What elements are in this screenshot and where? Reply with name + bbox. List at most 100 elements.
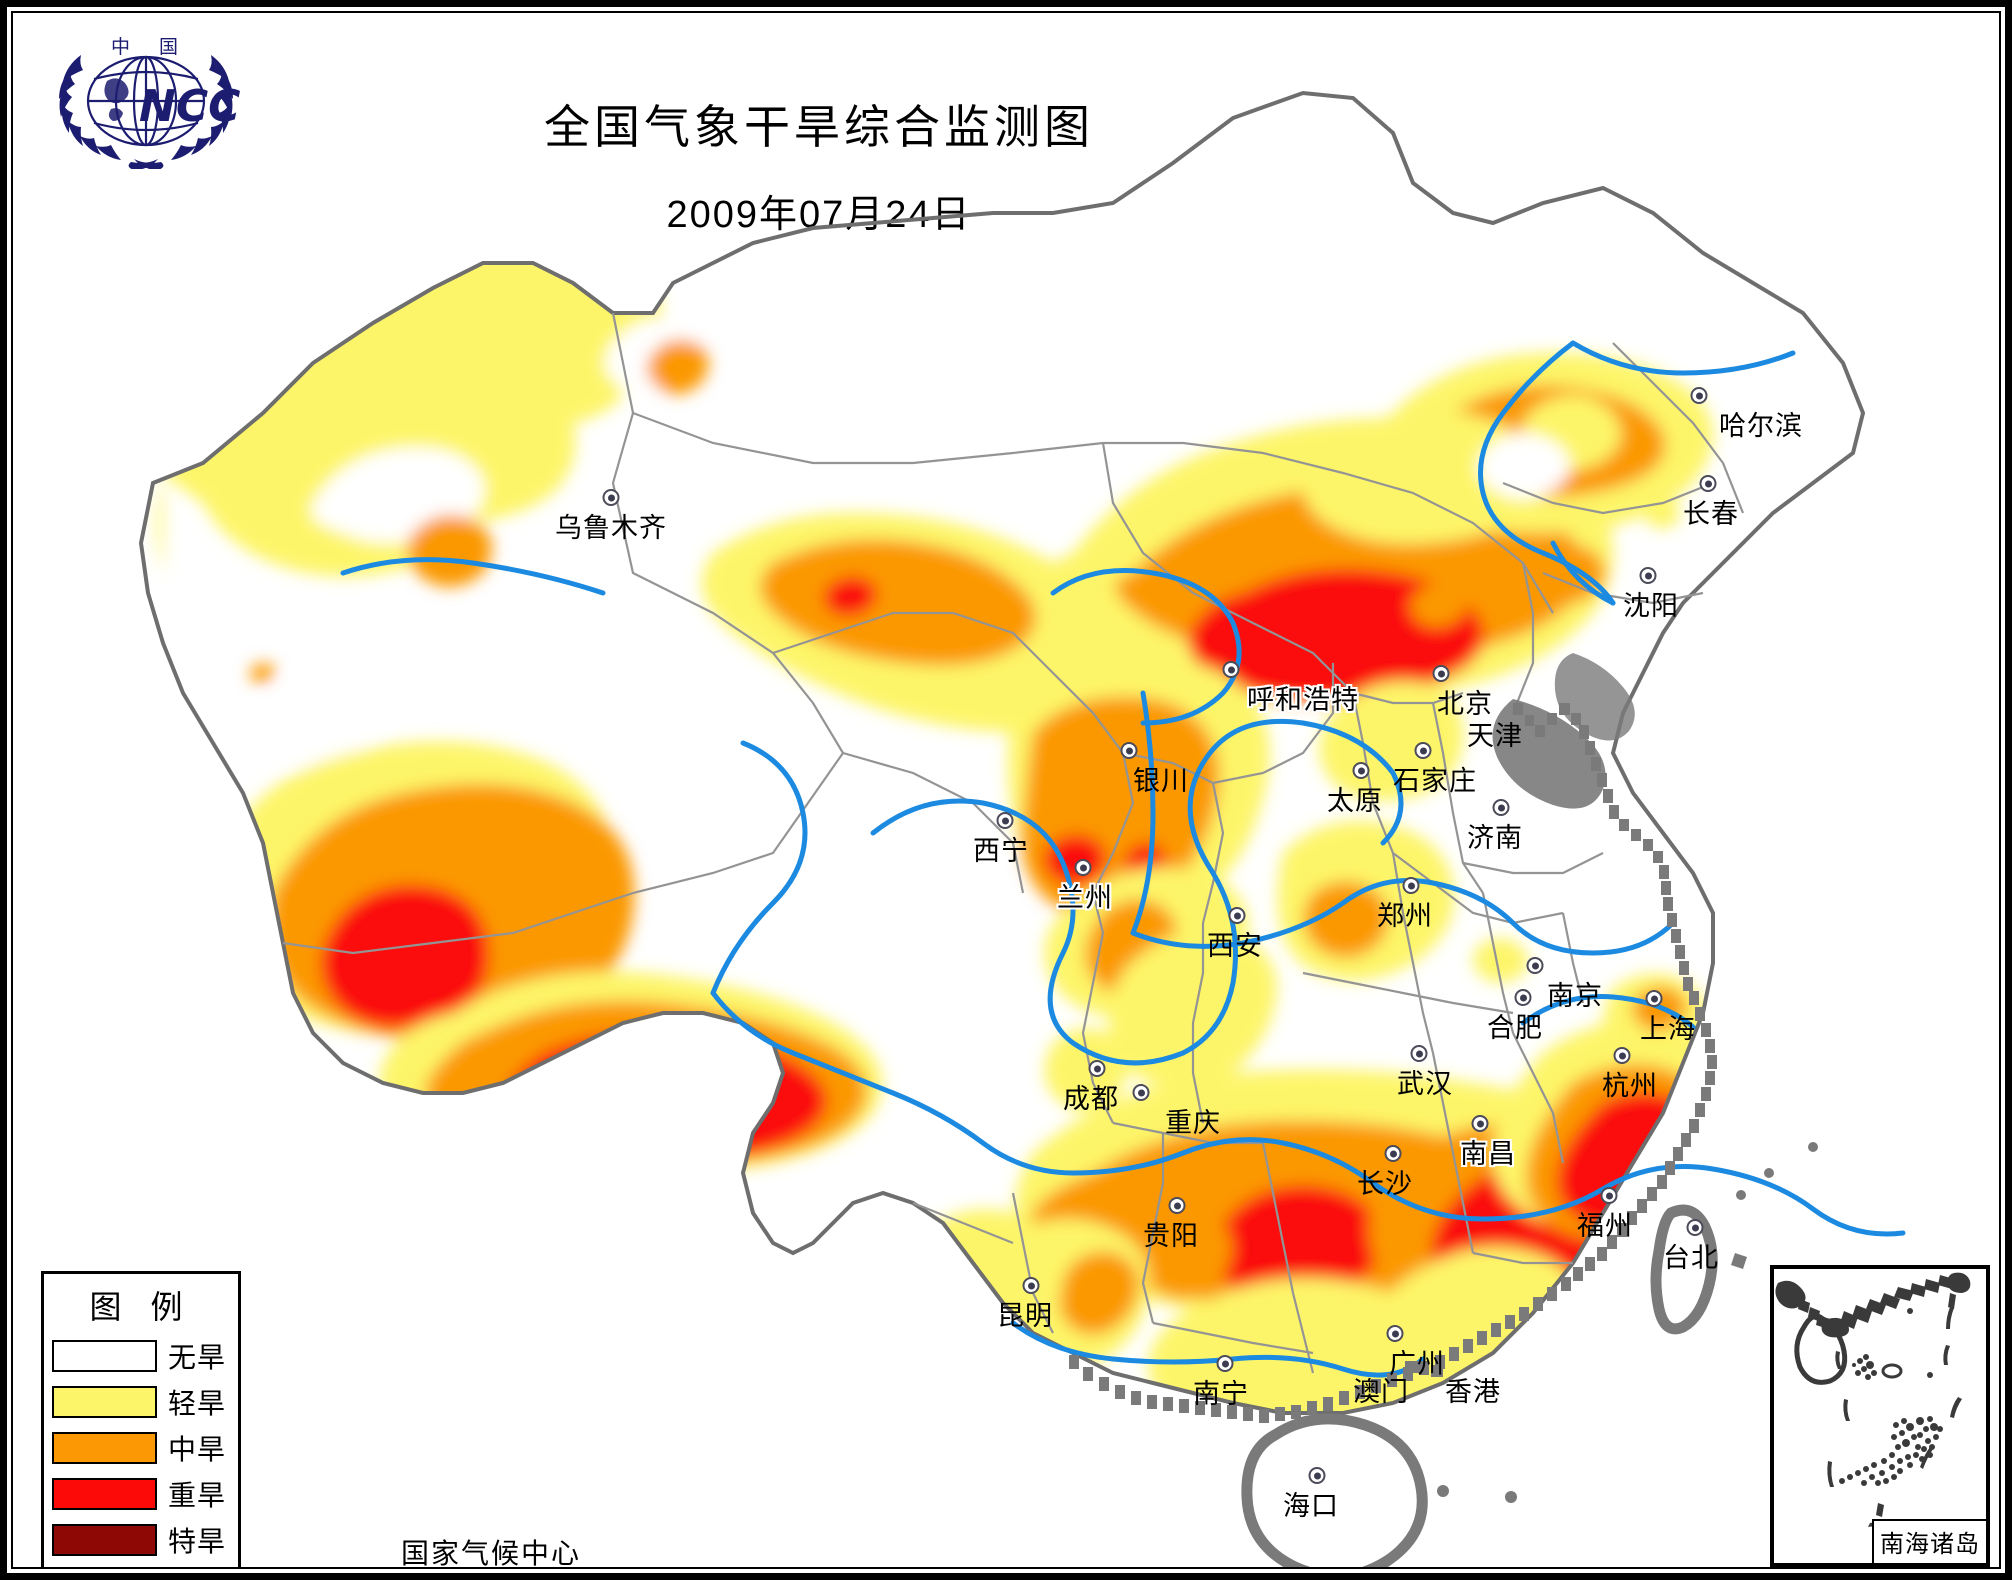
svg-text:NCC: NCC — [139, 81, 240, 132]
city-label-福州: 福州 — [1577, 1187, 1633, 1241]
city-label-台北: 台北 — [1663, 1219, 1719, 1273]
city-label-北京: 北京 — [1432, 665, 1493, 719]
city-label-武汉: 武汉 — [1397, 1045, 1453, 1099]
city-name: 上海 — [1640, 1014, 1696, 1044]
legend-label: 轻旱 — [167, 1388, 226, 1419]
legend-row: 中旱 — [52, 1428, 230, 1468]
city-marker-icon — [1386, 1325, 1404, 1342]
city-label-南宁: 南宁 — [1193, 1355, 1249, 1408]
city-marker-icon — [1639, 567, 1657, 584]
city-label-兰州: 兰州 — [1057, 859, 1113, 913]
city-label-昆明: 昆明 — [997, 1277, 1053, 1331]
city-marker-icon — [602, 489, 620, 506]
legend-label: 无旱 — [167, 1342, 226, 1373]
city-name: 兰州 — [1057, 883, 1113, 913]
city-marker-icon — [1222, 661, 1240, 678]
city-label-西宁: 西宁 — [973, 812, 1029, 865]
legend-label: 重旱 — [167, 1480, 226, 1511]
city-label-郑州: 郑州 — [1377, 877, 1433, 930]
legend-title: 图 例 — [89, 1289, 193, 1325]
city-name: 福州 — [1577, 1211, 1633, 1241]
legend-row: 重旱 — [52, 1474, 230, 1514]
city-name: 合肥 — [1487, 1013, 1543, 1043]
city-name: 成都 — [1063, 1084, 1119, 1114]
city-marker-icon — [1613, 1047, 1631, 1064]
city-label-银川: 银川 — [1120, 742, 1189, 796]
city-label-乌鲁木齐: 乌鲁木齐 — [555, 489, 667, 543]
city-label-重庆: 重庆 — [1132, 1084, 1221, 1138]
legend-label: 特旱 — [167, 1526, 226, 1557]
city-name: 北京 — [1437, 689, 1493, 719]
city-marker-icon — [1168, 1197, 1186, 1214]
city-name: 哈尔滨 — [1719, 411, 1803, 441]
city-marker-icon — [1088, 1060, 1106, 1077]
city-marker-icon — [1414, 742, 1432, 759]
china-drought-map — [13, 13, 1999, 1567]
city-marker-icon — [1308, 1467, 1326, 1484]
city-name: 重庆 — [1165, 1108, 1221, 1138]
city-name: 台北 — [1663, 1243, 1719, 1273]
city-name: 澳门 — [1353, 1377, 1409, 1407]
city-label-合肥: 合肥 — [1487, 989, 1543, 1043]
svg-text:中: 中 — [111, 36, 130, 58]
legend-swatch — [52, 1386, 157, 1418]
city-name: 天津 — [1467, 721, 1523, 751]
city-marker-icon — [1022, 1277, 1040, 1294]
city-label-成都: 成都 — [1063, 1060, 1119, 1114]
city-marker-icon — [1690, 387, 1708, 404]
city-label-澳门: 澳门 — [1353, 1379, 1409, 1406]
city-marker-icon — [996, 812, 1014, 829]
city-marker-icon — [1432, 665, 1450, 682]
city-name: 香港 — [1445, 1377, 1501, 1407]
city-marker-icon — [1699, 475, 1717, 492]
svg-text:国: 国 — [159, 36, 178, 58]
page-title: 全国气象干旱综合监测图 — [544, 101, 1094, 153]
city-marker-icon — [1216, 1355, 1234, 1372]
city-label-石家庄: 石家庄 — [1393, 742, 1477, 795]
city-label-哈尔滨: 哈尔滨 — [1690, 387, 1803, 441]
city-name: 贵阳 — [1143, 1221, 1199, 1251]
city-name: 沈阳 — [1623, 591, 1679, 621]
map-frame: 中 国 NCC 全国气象干旱综合监测图 2009年07月24日 — [11, 11, 2001, 1569]
city-name: 昆明 — [997, 1301, 1053, 1331]
city-name: 长沙 — [1357, 1169, 1413, 1199]
city-name: 南京 — [1547, 981, 1603, 1011]
source-attribution: 国家气候中心 — [401, 1538, 582, 1569]
city-marker-icon — [1514, 989, 1532, 1006]
city-name: 南昌 — [1460, 1139, 1516, 1169]
city-marker-icon — [1686, 1219, 1704, 1236]
city-marker-icon — [1410, 1045, 1428, 1062]
city-name: 太原 — [1327, 786, 1383, 816]
city-name: 呼和浩特 — [1247, 685, 1359, 715]
inset-label: 南海诸岛 — [1872, 1519, 1986, 1563]
city-label-海口: 海口 — [1283, 1467, 1339, 1520]
city-name: 银川 — [1133, 766, 1189, 796]
legend-row: 轻旱 — [52, 1382, 230, 1422]
south-china-sea-inset: 南海诸岛 — [1770, 1265, 1990, 1567]
city-name: 济南 — [1467, 823, 1523, 853]
legend-row: 无旱 — [52, 1336, 230, 1376]
city-marker-icon — [1074, 859, 1092, 876]
city-label-济南: 济南 — [1467, 799, 1523, 853]
city-label-香港: 香港 — [1445, 1379, 1501, 1406]
city-marker-icon — [1645, 990, 1663, 1007]
legend-label: 中旱 — [167, 1434, 226, 1465]
city-marker-icon — [1402, 877, 1420, 894]
city-label-长春: 长春 — [1683, 475, 1739, 528]
city-label-长沙: 长沙 — [1357, 1145, 1413, 1199]
city-label-贵阳: 贵阳 — [1143, 1197, 1199, 1251]
city-name: 杭州 — [1602, 1071, 1658, 1101]
city-name: 乌鲁木齐 — [555, 513, 667, 543]
city-marker-icon — [1132, 1084, 1150, 1101]
city-label-天津: 天津 — [1467, 723, 1523, 750]
city-label-广州: 广州 — [1386, 1325, 1445, 1378]
legend-swatch — [52, 1478, 157, 1510]
legend-swatch — [52, 1340, 157, 1372]
city-name: 武汉 — [1397, 1069, 1453, 1099]
legend-row: 特旱 — [52, 1520, 230, 1560]
legend-box: 图 例 无旱轻旱中旱重旱特旱 — [41, 1271, 241, 1567]
ncc-logo: 中 国 NCC — [51, 29, 241, 170]
legend-swatch — [52, 1524, 157, 1556]
city-marker-icon — [1120, 742, 1138, 759]
